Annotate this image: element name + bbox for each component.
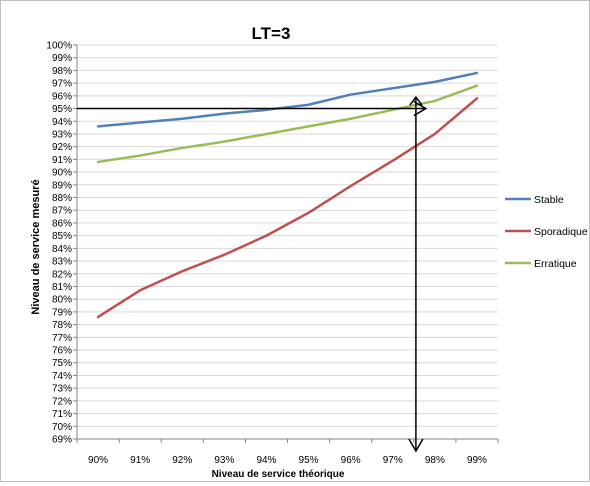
series-lines [96, 71, 479, 319]
x-tick-label: 94% [256, 455, 276, 466]
axes: 69% 70% 71% 72%73% 74% 75%76% 77% 78% 79%80% 81% 8… [46, 41, 499, 466]
y-tick-label: 95% [52, 104, 72, 115]
y-tick-label: 73% [52, 384, 72, 395]
y-tick-label: 83% [52, 257, 72, 268]
vertical-arrow-start [409, 95, 423, 106]
y-tick-label: 86% [52, 218, 72, 229]
x-tick-label: 92% [172, 455, 192, 466]
x-tick-label: 91% [130, 455, 150, 466]
x-tick-label: 97% [383, 455, 403, 466]
y-tick-label: 76% [52, 346, 72, 357]
x-tick-label: 90% [88, 455, 108, 466]
x-tick-label: 96% [341, 455, 361, 466]
y-tick-label: 99% [52, 53, 72, 64]
y-tick-label: 96% [52, 91, 72, 102]
y-tick-label: 71% [52, 409, 72, 420]
y-tick-label: 81% [52, 282, 72, 293]
y-tick-label: 90% [52, 168, 72, 179]
y-tick-label: 89% [52, 180, 72, 191]
series-line-sporadique [96, 97, 479, 319]
x-tick-label: 99% [467, 455, 487, 466]
legend-label-stable: Stable [534, 194, 564, 206]
y-tick-label: 100% [46, 41, 72, 52]
y-tick-label: 85% [52, 231, 72, 242]
y-tick-label: 87% [52, 206, 72, 217]
y-tick-label: 77% [52, 333, 72, 344]
vertical-arrow-head [408, 438, 424, 453]
y-tick-label: 79% [52, 307, 72, 318]
y-tick-label: 97% [52, 79, 72, 90]
series-line-stable [96, 71, 479, 128]
gridlines [77, 44, 498, 440]
horizontal-arrow-head [413, 100, 428, 117]
y-tick-label: 80% [52, 295, 72, 306]
y-tick-label: 92% [52, 142, 72, 153]
chart-title: LT=3 [252, 24, 291, 43]
y-tick-label: 78% [52, 320, 72, 331]
annotations [77, 95, 428, 453]
y-axis-label: Niveau de service mesuré [30, 179, 42, 314]
legend-label-sporadique: Sporadique [534, 226, 588, 238]
y-tick-label: 84% [52, 244, 72, 255]
y-tick-label: 69% [52, 435, 72, 446]
legend-label-erratique: Erratique [534, 258, 577, 270]
y-tick-label: 93% [52, 129, 72, 140]
y-tick-label: 91% [52, 155, 72, 166]
series-line-erratique [96, 84, 479, 164]
x-tick-label: 98% [425, 455, 445, 466]
y-tick-label: 88% [52, 193, 72, 204]
y-tick-label: 75% [52, 358, 72, 369]
y-tick-label: 74% [52, 371, 72, 382]
y-tick-label: 70% [52, 422, 72, 433]
x-tick-label: 95% [299, 455, 319, 466]
y-tick-label: 94% [52, 117, 72, 128]
x-tick-label: 93% [214, 455, 234, 466]
y-tick-label: 72% [52, 396, 72, 407]
y-tick-label: 82% [52, 269, 72, 280]
legend: Stable Sporadique Erratique [505, 194, 588, 270]
y-tick-label: 98% [52, 66, 72, 77]
x-axis-label: Niveau de service théorique [212, 469, 345, 480]
